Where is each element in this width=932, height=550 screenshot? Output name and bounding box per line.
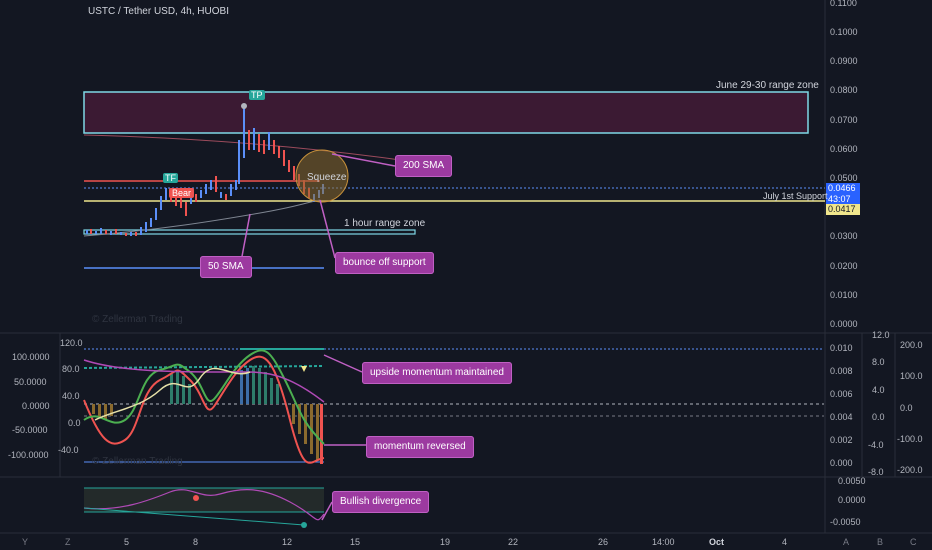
time-axis-6: 26 <box>598 537 609 547</box>
price-axis-7: 0.0300 <box>830 231 858 241</box>
osc-far-2: 4.0 <box>872 385 885 395</box>
watermark-osc: © Zellerman Trading <box>92 456 183 467</box>
osc-left-3: -50.0000 <box>12 425 48 435</box>
time-axis-3: 15 <box>350 537 361 547</box>
time-axis-7: 14:00 <box>652 537 675 547</box>
time-axis-9: 4 <box>782 537 788 547</box>
osc-far2-3: -100.0 <box>897 434 923 444</box>
tp-tag: TP <box>249 90 265 100</box>
osc-inner-1: 80.0 <box>62 364 80 374</box>
time-axis-2: 12 <box>282 537 293 547</box>
osc-far2-2: 0.0 <box>900 403 913 413</box>
osc-far-0: 12.0 <box>872 330 890 340</box>
tf-tag: TF <box>163 173 178 183</box>
price-axis-6: 0.0500 <box>830 173 858 183</box>
div-axis-2: -0.0050 <box>830 517 861 527</box>
last-price-badge: 0.0466 <box>826 183 860 194</box>
osc-far-4: -4.0 <box>868 440 884 450</box>
osc-far2-4: -200.0 <box>897 465 923 475</box>
time-axis-5: 22 <box>508 537 519 547</box>
price-axis-8: 0.0200 <box>830 261 858 271</box>
footer-btn-y[interactable]: Y <box>22 537 29 547</box>
osc-left-0: 100.0000 <box>12 352 50 362</box>
osc-left-1: 50.0000 <box>14 377 47 387</box>
osc-far-3: 0.0 <box>872 412 885 422</box>
bounce-callout[interactable]: bounce off support <box>335 252 434 274</box>
range-zone-label: June 29-30 range zone <box>716 80 819 91</box>
footer-btn-c[interactable]: C <box>910 537 917 547</box>
time-axis-8: Oct <box>709 537 725 547</box>
hour-range-zone <box>83 229 416 235</box>
osc-right-0: 0.010 <box>830 343 853 353</box>
osc-left-4: -100.0000 <box>8 450 49 460</box>
price-axis-9: 0.0100 <box>830 290 858 300</box>
symbol-title: USTC / Tether USD, 4h, HUOBI <box>88 6 229 17</box>
osc-inner-4: -40.0 <box>58 445 79 455</box>
osc-far2-1: 100.0 <box>900 371 923 381</box>
price-axis-4: 0.0700 <box>830 115 858 125</box>
time-axis-0: 5 <box>124 537 130 547</box>
price-axis-2: 0.0900 <box>830 56 858 66</box>
price-axis-10: 0.0000 <box>830 319 858 329</box>
support-label: July 1st Support <box>763 191 828 201</box>
time-axis-4: 19 <box>440 537 451 547</box>
momentum-rev-callout[interactable]: momentum reversed <box>366 436 474 458</box>
osc-right-5: 0.000 <box>830 458 853 468</box>
osc-far-5: -8.0 <box>868 467 884 477</box>
support-price-badge: 0.0417 <box>826 204 860 215</box>
footer-btn-z[interactable]: Z <box>65 537 71 547</box>
osc-far-1: 8.0 <box>872 357 885 367</box>
osc-inner-0: 120.0 <box>60 338 83 348</box>
sma50-line <box>83 199 321 237</box>
sma50-callout[interactable]: 50 SMA <box>200 256 252 278</box>
price-axis-1: 0.1000 <box>830 27 858 37</box>
range-zone-box <box>83 91 809 134</box>
price-axis-0: 0.1100 <box>830 0 857 8</box>
osc-inner-2: 40.0 <box>62 391 80 401</box>
price-axis-3: 0.0800 <box>830 85 858 95</box>
sma200-callout[interactable]: 200 SMA <box>395 155 453 177</box>
footer-btn-a[interactable]: A <box>843 537 850 547</box>
squeeze-circle <box>295 149 349 203</box>
footer-btn-b[interactable]: B <box>877 537 884 547</box>
div-axis-1: 0.0000 <box>838 495 866 505</box>
countdown-badge: 43:07 <box>826 194 860 204</box>
osc-right-3: 0.004 <box>830 412 853 422</box>
momentum-histogram <box>92 366 323 464</box>
osc-right-1: 0.008 <box>830 366 853 376</box>
watermark-main: © Zellerman Trading <box>92 314 183 325</box>
time-axis-1: 8 <box>193 537 199 547</box>
sma200-line <box>83 134 401 161</box>
price-axis-5: 0.0600 <box>830 144 858 154</box>
momentum-up-callout[interactable]: upside momentum maintained <box>362 362 512 384</box>
osc-right-4: 0.002 <box>830 435 853 445</box>
div-axis-0: 0.0050 <box>838 476 866 486</box>
osc-right-2: 0.006 <box>830 389 853 399</box>
osc-inner-3: 0.0 <box>68 418 81 428</box>
osc-left-2: 0.0000 <box>22 401 50 411</box>
hour-zone-label: 1 hour range zone <box>344 218 426 229</box>
squeeze-label: Squeeze <box>307 172 347 183</box>
osc-far2-0: 200.0 <box>900 340 923 350</box>
bull-div-callout[interactable]: Bullish divergence <box>332 491 430 513</box>
bear-tag: Bear <box>169 188 195 198</box>
